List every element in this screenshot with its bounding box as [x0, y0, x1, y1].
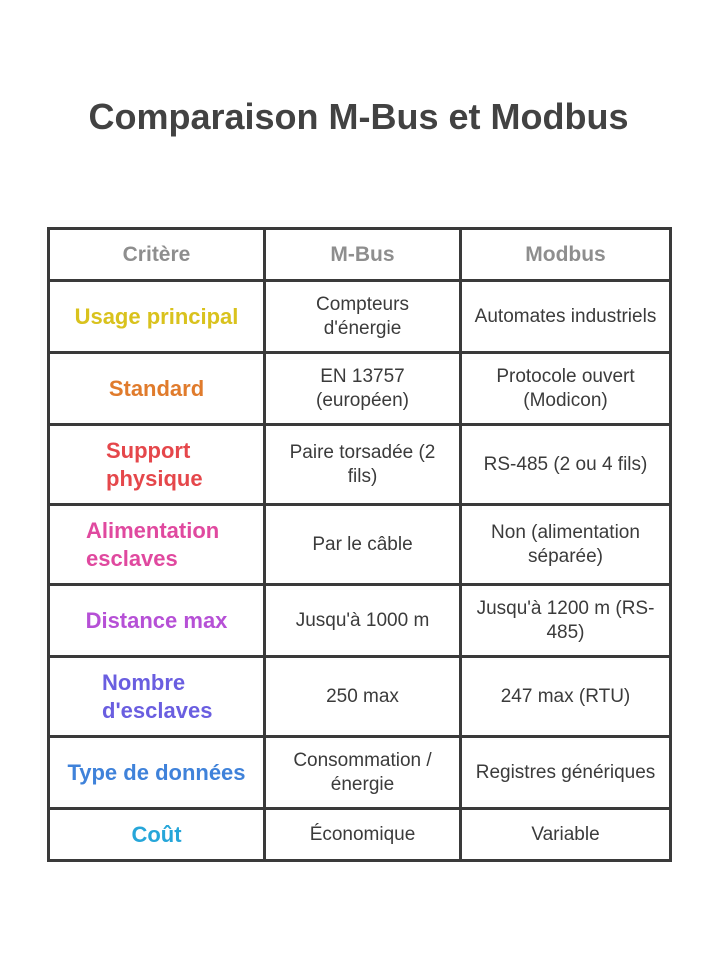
page-title: Comparaison M-Bus et Modbus — [88, 96, 629, 137]
modbus-cell: Registres génériques — [459, 735, 672, 810]
header-critere: Critère — [47, 227, 266, 282]
table-row: Coût Économique Variable — [47, 807, 672, 862]
comparison-table: Critère M-Bus Modbus Usage principal Com… — [47, 227, 672, 862]
modbus-cell: Non (alimentation séparée) — [459, 503, 672, 586]
criterion-cell: Standard — [47, 351, 266, 426]
table-row: Distance max Jusqu'à 1000 m Jusqu'à 1200… — [47, 583, 672, 658]
table-row: Support physique Paire torsadée (2 fils)… — [47, 423, 672, 506]
mbus-cell: Compteurs d'énergie — [263, 279, 462, 354]
table-row: Usage principal Compteurs d'énergie Auto… — [47, 279, 672, 354]
mbus-cell: 250 max — [263, 655, 462, 738]
modbus-cell: Jusqu'à 1200 m (RS-485) — [459, 583, 672, 658]
criterion-cell: Alimentation esclaves — [47, 503, 266, 586]
mbus-cell: Consommation / énergie — [263, 735, 462, 810]
table-row: Nombre d'esclaves 250 max 247 max (RTU) — [47, 655, 672, 738]
table-row: Type de données Consommation / énergie R… — [47, 735, 672, 810]
header-mbus: M-Bus — [263, 227, 462, 282]
header-row: Critère M-Bus Modbus — [47, 227, 672, 282]
table-row: Alimentation esclaves Par le câble Non (… — [47, 503, 672, 586]
mbus-cell: Paire torsadée (2 fils) — [263, 423, 462, 506]
modbus-cell: 247 max (RTU) — [459, 655, 672, 738]
criterion-cell: Type de données — [47, 735, 266, 810]
mbus-cell: EN 13757 (européen) — [263, 351, 462, 426]
modbus-cell: RS-485 (2 ou 4 fils) — [459, 423, 672, 506]
criterion-cell: Distance max — [47, 583, 266, 658]
table-row: Standard EN 13757 (européen) Protocole o… — [47, 351, 672, 426]
criterion-cell: Usage principal — [47, 279, 266, 354]
mbus-cell: Jusqu'à 1000 m — [263, 583, 462, 658]
criterion-cell: Coût — [47, 807, 266, 862]
modbus-cell: Variable — [459, 807, 672, 862]
criterion-cell: Support physique — [47, 423, 266, 506]
mbus-cell: Économique — [263, 807, 462, 862]
header-modbus: Modbus — [459, 227, 672, 282]
mbus-cell: Par le câble — [263, 503, 462, 586]
modbus-cell: Protocole ouvert (Modicon) — [459, 351, 672, 426]
criterion-cell: Nombre d'esclaves — [47, 655, 266, 738]
modbus-cell: Automates industriels — [459, 279, 672, 354]
